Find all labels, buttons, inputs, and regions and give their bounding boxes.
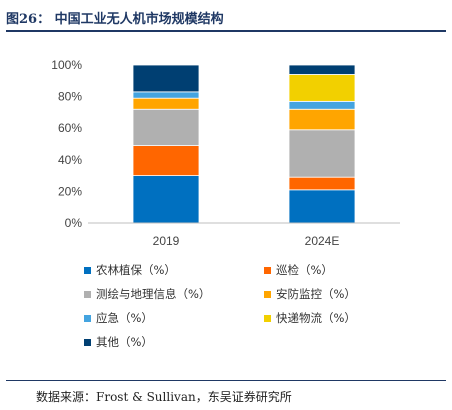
bar-segment xyxy=(132,108,200,146)
bar-segment xyxy=(132,91,200,99)
y-tick-label: 20% xyxy=(58,184,82,198)
y-tick-label: 0% xyxy=(65,216,83,230)
legend-swatch xyxy=(84,290,91,298)
bar-segment xyxy=(132,145,200,177)
x-axis: 2019 2024E xyxy=(88,222,400,248)
source-note: 数据来源：Frost & Sullivan，东吴证券研究所 xyxy=(36,390,292,404)
legend-label: 安防监控（%） xyxy=(276,287,356,301)
legend-item: 其他（%） xyxy=(84,334,153,350)
bar-segment xyxy=(288,108,356,131)
bar-segment xyxy=(288,74,356,102)
legend-item: 测绘与地理信息（%） xyxy=(84,286,210,302)
x-tick-label: 2024E xyxy=(305,234,340,248)
legend-swatch xyxy=(84,266,91,274)
legend-label: 其他（%） xyxy=(96,335,153,349)
bar-segment xyxy=(288,189,356,224)
y-tick-label: 40% xyxy=(58,153,82,167)
y-axis: 0% 20% 40% 60% 80% 100% xyxy=(51,58,82,230)
legend-label: 巡检（%） xyxy=(276,263,333,277)
legend-label: 应急（%） xyxy=(96,311,153,325)
legend-swatch xyxy=(84,338,91,346)
legend-swatch xyxy=(264,314,271,322)
legend-item: 应急（%） xyxy=(84,310,153,326)
legend-swatch xyxy=(84,314,91,322)
title-rule xyxy=(6,30,446,32)
legend-item: 快递物流（%） xyxy=(264,310,356,326)
bar-segment xyxy=(288,176,356,191)
legend-item: 农林植保（%） xyxy=(84,262,176,278)
bar-segment xyxy=(132,175,200,224)
bar-segment xyxy=(132,97,200,110)
legend-swatch xyxy=(264,290,271,298)
y-tick-label: 100% xyxy=(51,58,82,72)
bar-segment xyxy=(288,129,356,178)
legend-label: 快递物流（%） xyxy=(276,311,356,325)
legend-label: 农林植保（%） xyxy=(96,263,176,277)
legend-item: 巡检（%） xyxy=(264,262,333,278)
legend-label: 测绘与地理信息（%） xyxy=(96,287,211,301)
legend-swatch xyxy=(264,266,271,274)
bar-segment xyxy=(288,64,356,75)
bars xyxy=(132,64,356,224)
stacked-bar-chart: 0% 20% 40% 60% 80% 100% 2019 2024E xyxy=(51,58,400,248)
y-tick-label: 80% xyxy=(58,90,82,104)
source-rule xyxy=(6,380,446,381)
bar-segment xyxy=(288,100,356,110)
figure-title: 图26： 中国工业无人机市场规模结构 xyxy=(6,12,224,27)
legend-item: 安防监控（%） xyxy=(264,286,356,302)
x-tick-label: 2019 xyxy=(153,234,180,248)
bar-segment xyxy=(132,64,200,93)
y-tick-label: 60% xyxy=(58,121,82,135)
